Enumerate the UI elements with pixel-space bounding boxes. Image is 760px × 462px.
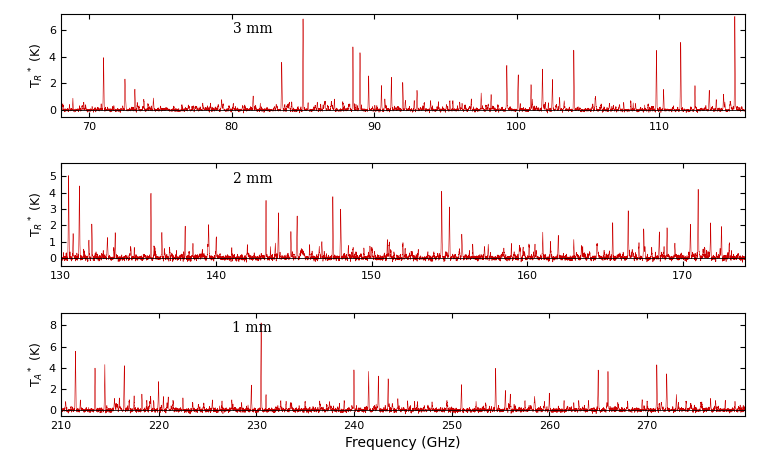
Y-axis label: T$_R$$^*$ (K): T$_R$$^*$ (K) [27, 43, 46, 88]
Text: 1 mm: 1 mm [233, 321, 272, 335]
Text: 2 mm: 2 mm [233, 171, 272, 186]
Text: 3 mm: 3 mm [233, 22, 272, 36]
X-axis label: Frequency (GHz): Frequency (GHz) [345, 436, 461, 450]
Y-axis label: T$_A$$^*$ (K): T$_A$$^*$ (K) [27, 342, 46, 387]
Y-axis label: T$_R$$^*$ (K): T$_R$$^*$ (K) [27, 192, 46, 237]
